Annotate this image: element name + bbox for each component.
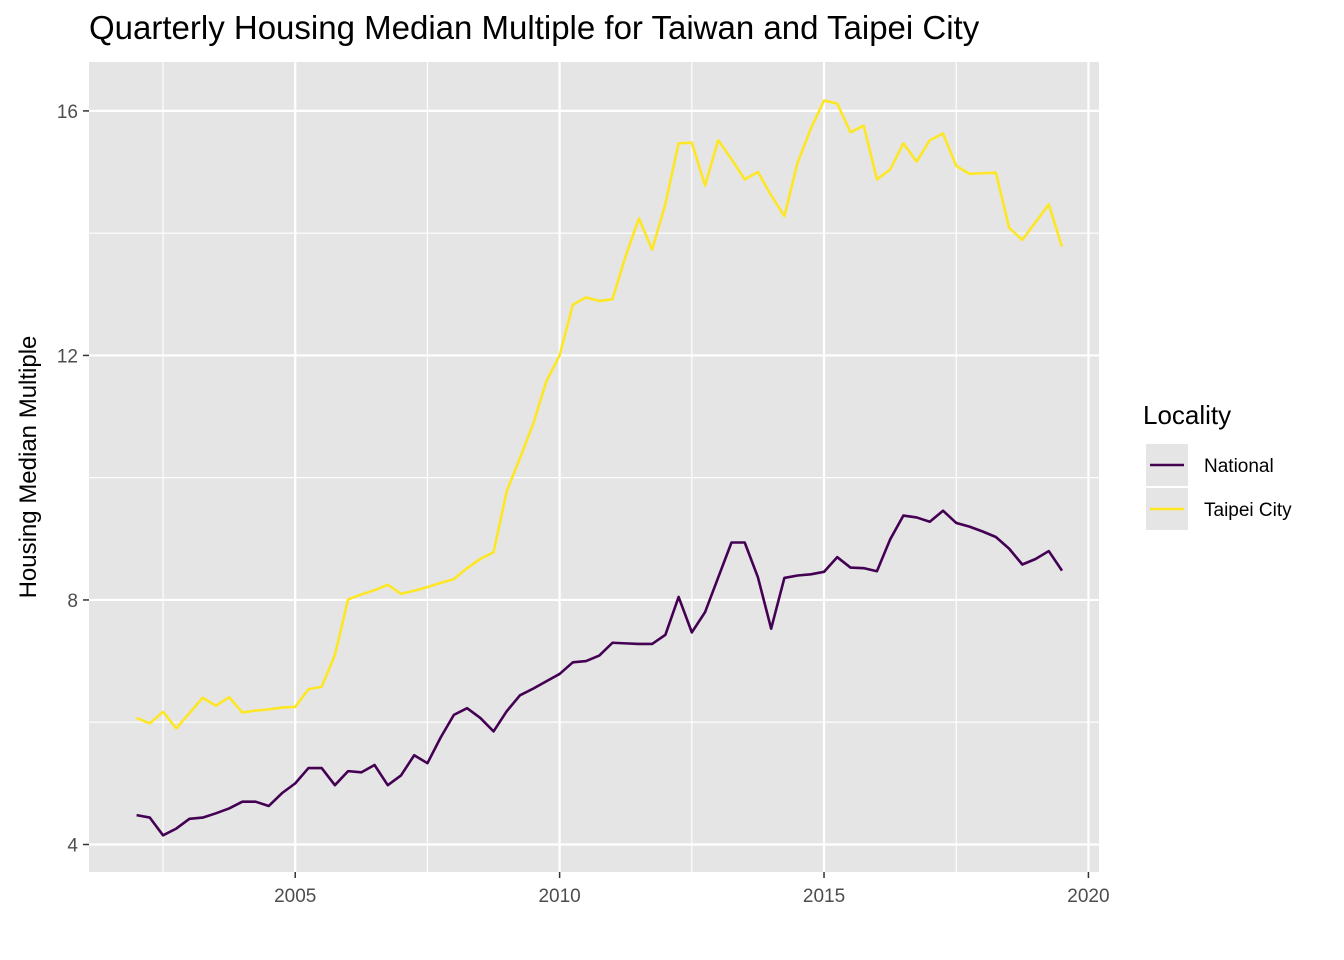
legend-label: Taipei City (1204, 500, 1292, 521)
chart-title: Quarterly Housing Median Multiple for Ta… (89, 9, 980, 46)
x-tick-label: 2010 (538, 886, 580, 907)
axis-ticks: 2005 2010 2015 2020 4 8 12 16 (57, 102, 1110, 907)
legend: Locality National Taipei City (1143, 400, 1292, 530)
y-tick-label: 4 (67, 835, 78, 856)
x-tick-label: 2015 (803, 886, 845, 907)
legend-title: Locality (1143, 400, 1231, 430)
series-line-national (136, 509, 1064, 837)
y-tick-label: 12 (57, 346, 78, 367)
y-axis-title: Housing Median Multiple (15, 336, 42, 599)
major-grid (89, 62, 1099, 872)
series-lines (136, 99, 1064, 837)
plot-panel (89, 62, 1099, 872)
y-tick-label: 8 (67, 591, 78, 612)
x-tick-label: 2020 (1067, 886, 1109, 907)
x-tick-label: 2005 (274, 886, 316, 907)
minor-grid (89, 62, 1099, 872)
y-tick-label: 16 (57, 102, 78, 123)
series-line-taipei-city (136, 99, 1064, 730)
legend-label: National (1204, 456, 1274, 477)
